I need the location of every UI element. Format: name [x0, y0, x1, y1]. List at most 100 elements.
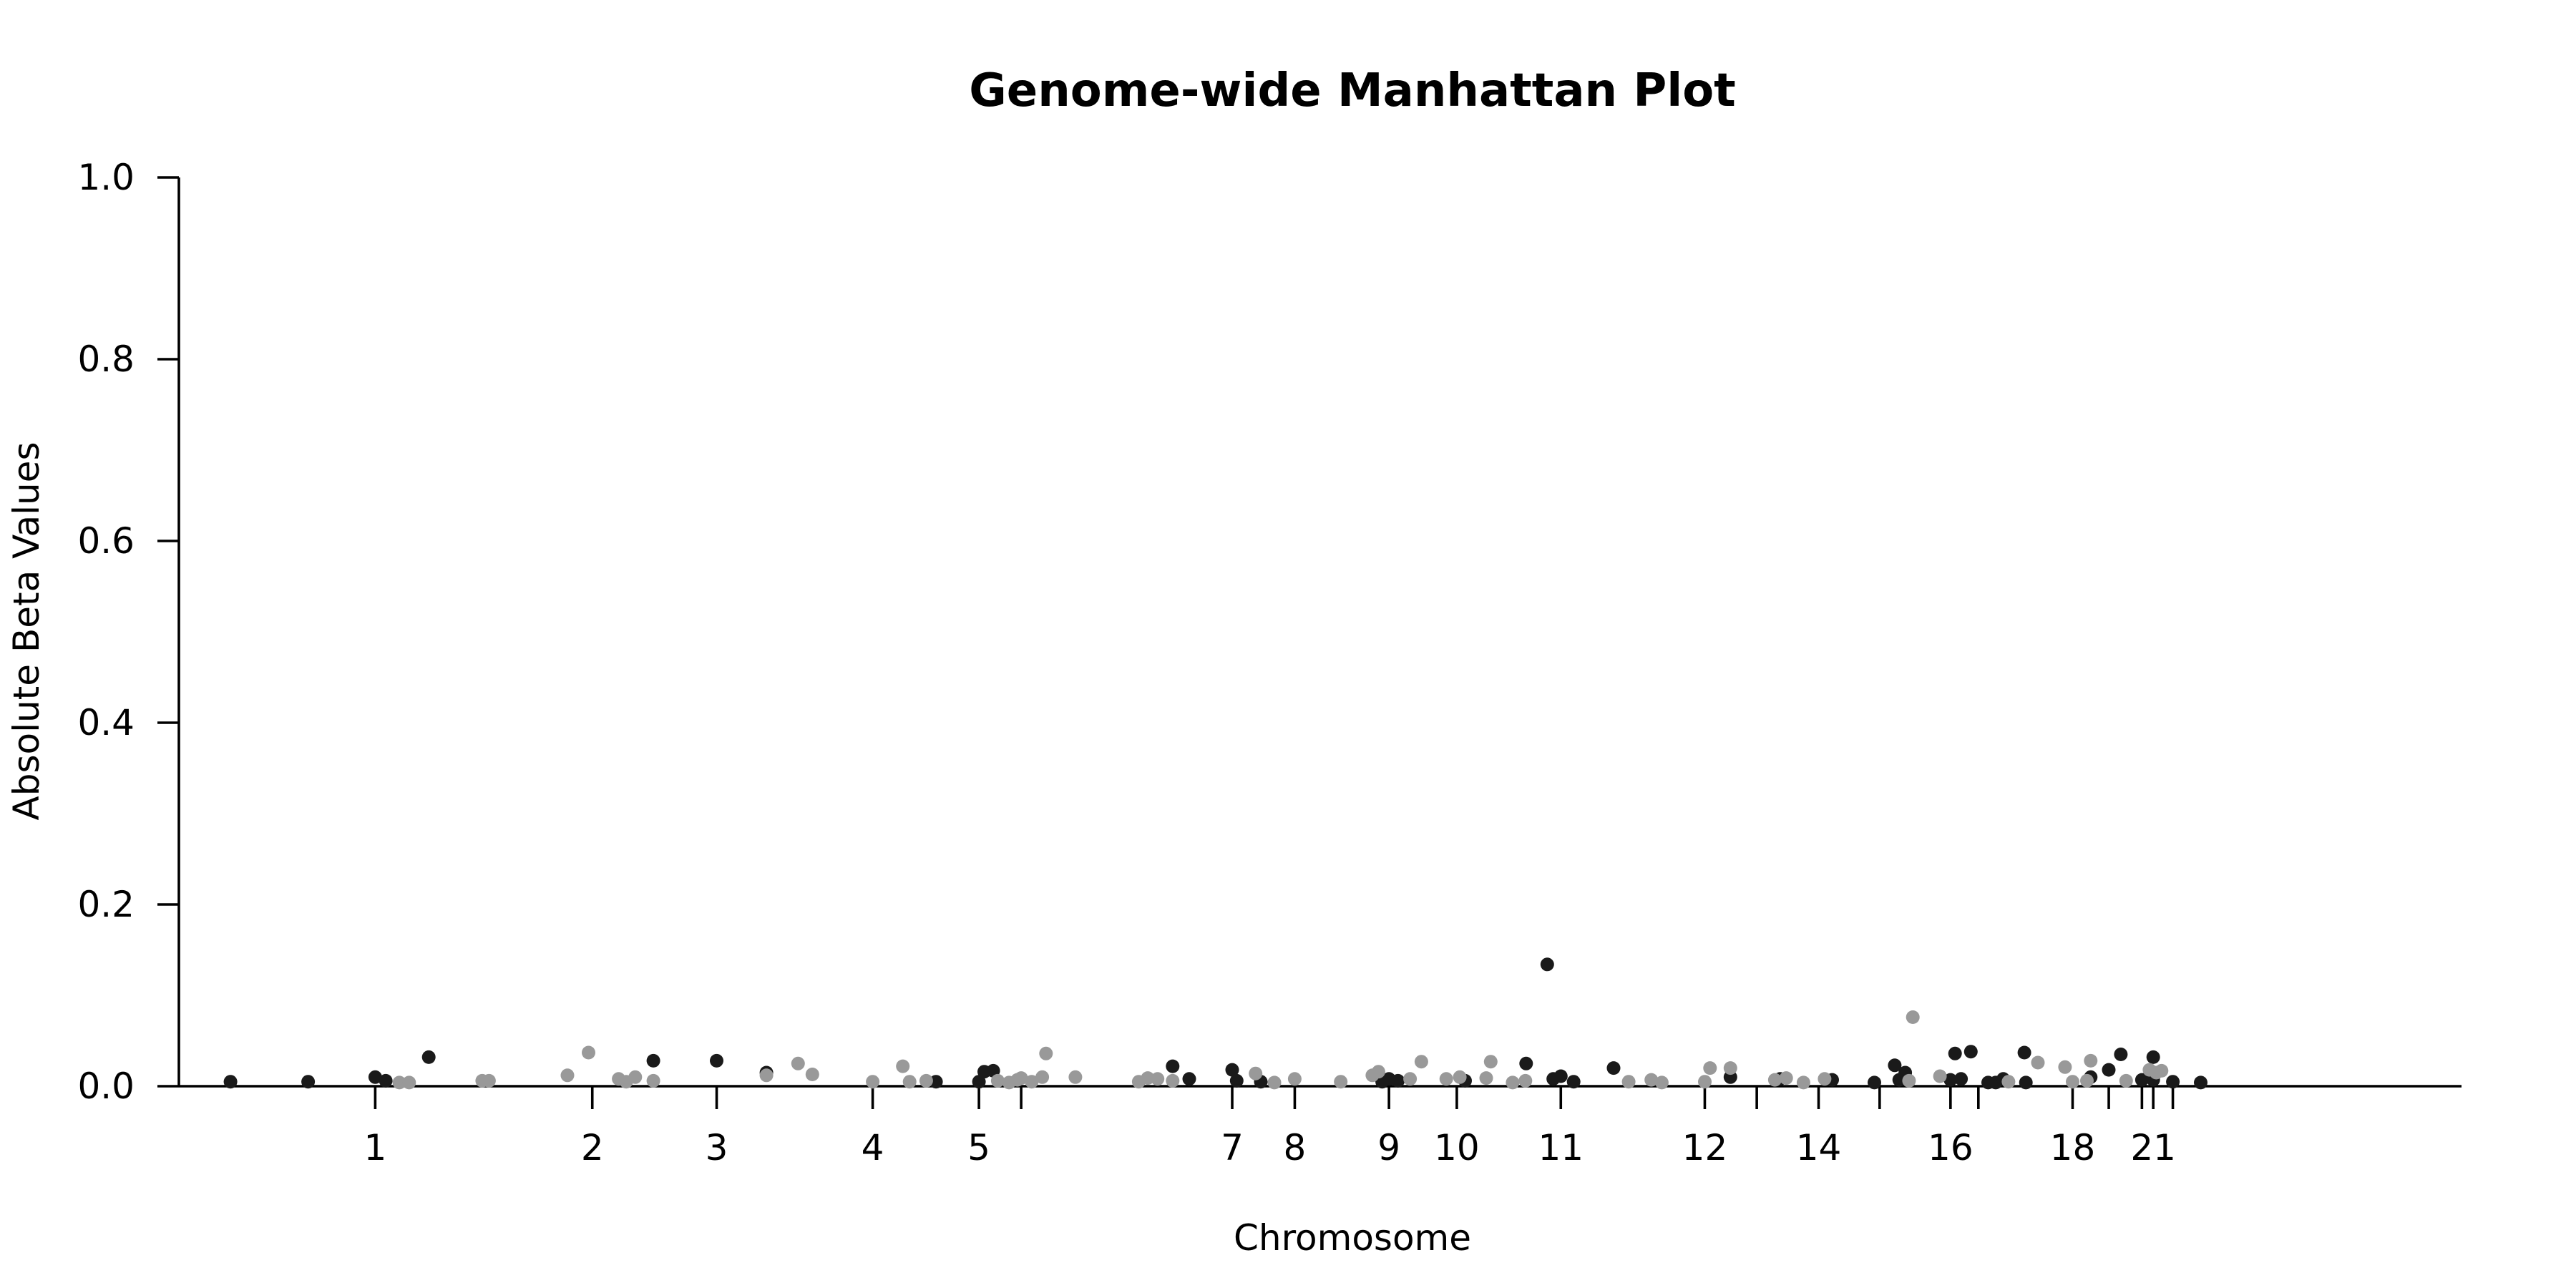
x-tick-label: 12: [1682, 1127, 1728, 1169]
data-point: [1943, 1073, 1958, 1087]
data-point: [421, 1050, 436, 1064]
data-point: [1225, 1063, 1239, 1077]
data-point: [1439, 1072, 1453, 1086]
axes: 0.00.20.40.60.81.01 2 3 4 5 7 8 9 10 11 12 14 16 18 21: [77, 157, 2462, 1169]
data-point: [1229, 1073, 1244, 1088]
x-axis-label: Chromosome: [1234, 1217, 1471, 1259]
x-tick-label: 18: [2050, 1127, 2096, 1169]
data-point: [1287, 1072, 1302, 1086]
data-point: [1506, 1075, 1520, 1090]
data-point: [710, 1053, 723, 1068]
data-point: [1182, 1072, 1196, 1086]
data-point: [1414, 1055, 1428, 1069]
data-point: [646, 1073, 660, 1088]
x-tick-label: 21: [2130, 1127, 2176, 1169]
x-tick-label: 1: [364, 1127, 386, 1169]
x-tick-label: 11: [1538, 1127, 1584, 1169]
data-point: [1025, 1075, 1039, 1089]
data-point: [1166, 1073, 1180, 1088]
data-point: [1906, 1010, 1920, 1024]
data-point: [1767, 1073, 1782, 1087]
data-point: [1779, 1071, 1793, 1085]
data-point: [582, 1045, 595, 1060]
chart-title: Genome-wide Manhattan Plot: [969, 64, 1736, 117]
data-point: [2155, 1063, 2169, 1078]
data-point: [1902, 1073, 1916, 1088]
x-tick-label: 16: [1928, 1127, 1974, 1169]
data-point: [1654, 1075, 1669, 1090]
data-point: [2001, 1075, 2016, 1089]
x-tick-label: 5: [967, 1127, 990, 1169]
data-point: [482, 1073, 496, 1088]
data-point: [628, 1070, 643, 1084]
data-point: [1151, 1072, 1165, 1086]
data-point: [1868, 1075, 1881, 1090]
data-point: [1141, 1071, 1155, 1085]
data-point: [791, 1056, 805, 1070]
data-point: [379, 1073, 393, 1088]
data-point: [1483, 1055, 1498, 1069]
data-point: [896, 1059, 910, 1073]
data-point: [1796, 1075, 1810, 1090]
y-tick-label: 0.4: [77, 702, 135, 743]
x-tick-label: 7: [1221, 1127, 1244, 1169]
data-point: [805, 1068, 819, 1081]
data-point: [1963, 1045, 1978, 1059]
data-point: [1166, 1059, 1180, 1073]
x-tick-label: 2: [581, 1127, 604, 1169]
data-point: [2084, 1053, 2098, 1068]
data-point: [2080, 1073, 2094, 1088]
data-point: [392, 1075, 406, 1090]
data-point: [1606, 1061, 1621, 1075]
data-point: [990, 1073, 1005, 1088]
data-point: [1068, 1070, 1083, 1084]
data-point: [1391, 1073, 1405, 1088]
y-tick-label: 1.0: [77, 157, 135, 198]
y-tick-label: 0.0: [77, 1065, 135, 1107]
data-point: [1334, 1075, 1348, 1089]
data-point: [919, 1073, 933, 1088]
data-point: [1553, 1069, 1568, 1083]
data-point: [1014, 1071, 1028, 1085]
data-point: [1566, 1075, 1581, 1089]
data-point: [1479, 1071, 1493, 1085]
data-point: [402, 1075, 416, 1090]
data-point: [2019, 1075, 2033, 1090]
data-point: [1453, 1070, 1467, 1084]
data-point: [1888, 1058, 1902, 1073]
data-point: [1703, 1061, 1717, 1075]
data-point: [902, 1075, 917, 1089]
y-tick-label: 0.8: [77, 338, 135, 380]
y-axis-label: Absolute Beta Values: [6, 442, 47, 821]
data-point: [1403, 1072, 1418, 1086]
data-point: [866, 1075, 880, 1089]
data-point: [1039, 1046, 1053, 1060]
x-tick-label: 10: [1434, 1127, 1480, 1169]
data-point: [223, 1075, 238, 1089]
data-point: [1954, 1072, 1968, 1086]
data-point: [1035, 1070, 1050, 1084]
data-point: [972, 1075, 986, 1089]
y-tick-label: 0.2: [77, 884, 135, 925]
data-point: [646, 1053, 660, 1068]
x-tick-label: 14: [1796, 1127, 1842, 1169]
data-point: [1540, 957, 1554, 972]
y-tick-label: 0.6: [77, 520, 135, 562]
data-point: [2066, 1075, 2079, 1089]
data-point: [1948, 1046, 1962, 1060]
data-point: [301, 1075, 316, 1089]
data-point: [2114, 1048, 2128, 1061]
data-point: [1644, 1073, 1659, 1087]
data-point: [2017, 1045, 2031, 1060]
data-point: [1818, 1072, 1832, 1086]
data-point: [2166, 1075, 2180, 1089]
data-points: [223, 957, 2207, 1090]
data-point: [2135, 1073, 2149, 1087]
data-point: [1933, 1069, 1947, 1083]
data-point: [759, 1068, 774, 1083]
data-point: [1249, 1066, 1263, 1080]
data-point: [560, 1068, 575, 1083]
data-point: [1723, 1061, 1737, 1075]
